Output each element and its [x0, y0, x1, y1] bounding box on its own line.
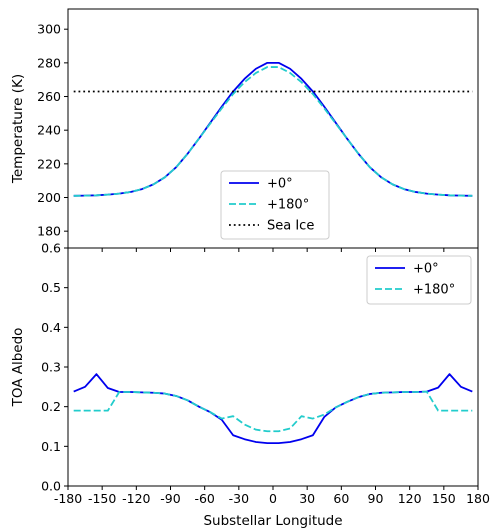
- x-axis-label: Substellar Longitude: [203, 513, 342, 529]
- y-tick-label: 0.5: [41, 280, 61, 295]
- y-tick-label: 200: [37, 190, 61, 205]
- series-line-plus0: [73, 373, 473, 445]
- y-tick-label: 0.4: [41, 320, 61, 335]
- y-tick-label: 0.3: [41, 360, 61, 375]
- y-tick-label: 240: [37, 123, 61, 138]
- y-tick-label: 260: [37, 89, 61, 104]
- albedo-panel: 0.0 0.1 0.2 0.3 0.4 0.5 0.6 -180 -150 -120 -90 -60-…: [10, 241, 490, 530]
- x-tick-label: -150: [88, 491, 116, 506]
- series-line-plus180: [73, 66, 473, 197]
- x-tick-label: -90: [160, 491, 180, 506]
- legend-label: +180°: [413, 283, 455, 298]
- y-tick-label: 0.0: [41, 479, 61, 494]
- x-tick-label: 150: [432, 491, 456, 506]
- series-line-plus180: [73, 390, 473, 433]
- legend-label: +0°: [413, 262, 439, 277]
- x-tick-label: -120: [122, 491, 150, 506]
- legend-box: [220, 170, 330, 240]
- y-axis-label: Temperature (K): [10, 74, 26, 184]
- x-tick-label: 90: [368, 491, 384, 506]
- y-axis-label: TOA Albedo: [10, 328, 26, 408]
- y-tick-label: 0.1: [41, 439, 61, 454]
- x-tick-label: 30: [299, 491, 315, 506]
- x-tick-label: -180: [54, 491, 82, 506]
- legend-label: +0°: [267, 177, 293, 192]
- x-tick-label: -30: [229, 491, 249, 506]
- y-tick-label: 220: [37, 156, 61, 171]
- y-tick-label: 300: [37, 22, 61, 37]
- temperature-panel: 180 200 220 240 260 280 300 Temperature (K) +0° +…: [10, 8, 479, 252]
- x-tick-label: 60: [333, 491, 349, 506]
- x-tick-label: 0: [269, 491, 277, 506]
- x-tick-label: 120: [398, 491, 422, 506]
- y-tick-label: 0.2: [41, 399, 61, 414]
- x-tick-label: -60: [194, 491, 214, 506]
- y-tick-label: 280: [37, 55, 61, 70]
- y-tick-label: 0.6: [41, 241, 61, 256]
- x-tick-label: 180: [466, 491, 490, 506]
- y-tick-label: 180: [37, 224, 61, 239]
- legend-label: Sea Ice: [267, 219, 314, 234]
- legend-label: +180°: [267, 198, 309, 213]
